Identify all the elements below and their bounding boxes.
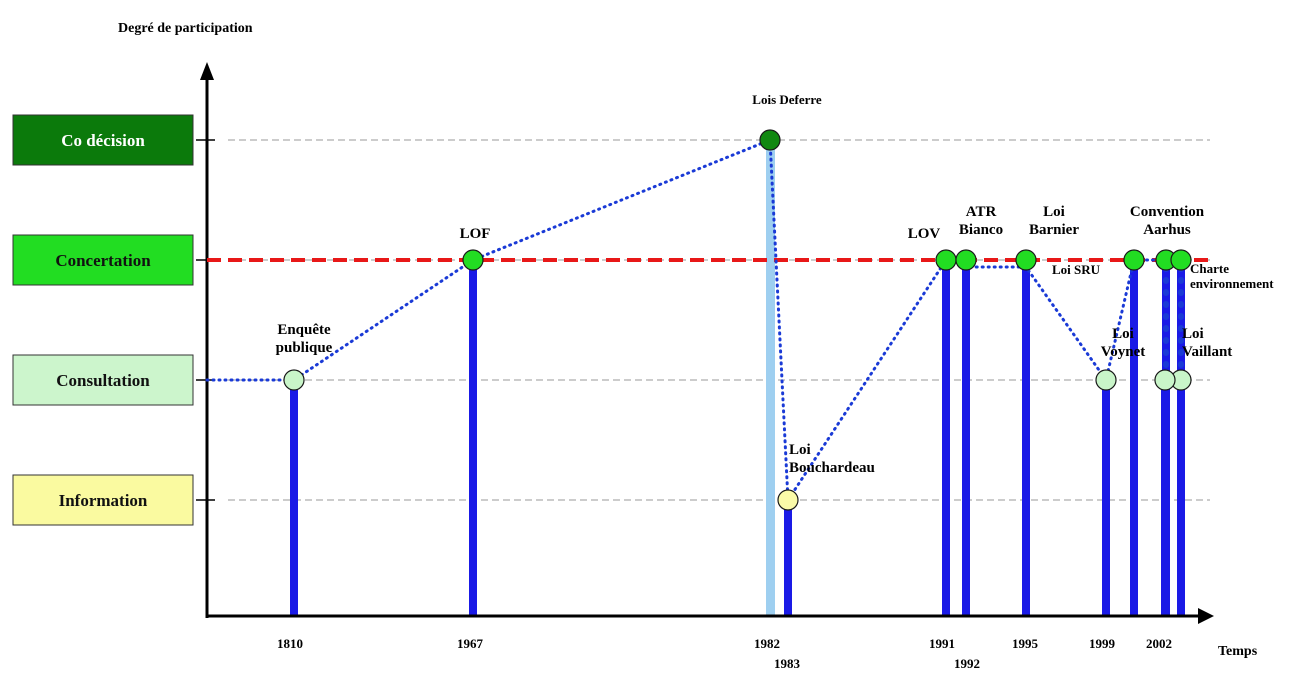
x-tick-1995: 1995 (1012, 636, 1039, 651)
event-label-loi-voynet: Loi Voynet (1101, 326, 1145, 360)
marker-lov (935, 249, 957, 271)
event-label-charte-environnement: Charte environnement (1190, 261, 1274, 291)
event-bars (290, 140, 1185, 618)
marker-charte-environnement (1170, 249, 1192, 271)
level-label-information: Information (59, 491, 148, 510)
marker-loi-bouchardeau (777, 489, 799, 511)
y-axis-title: Degré de participation (118, 21, 253, 36)
level-label-concertation: Concertation (55, 251, 151, 270)
bar-loi-sru (1130, 260, 1138, 616)
marker-loi-voynet (1095, 369, 1117, 391)
bar-lois-deferre (766, 140, 775, 616)
x-axis-arrow (1198, 608, 1214, 624)
marker-lois-deferre (759, 129, 781, 151)
marker-loi-barnier (1015, 249, 1037, 271)
event-markers (283, 129, 1192, 511)
event-label-enquete-publique: Enquête publique (276, 322, 333, 356)
event-label-loi-barnier: Loi Barnier (1029, 204, 1079, 238)
bar-loi-bouchardeau (784, 500, 792, 616)
level-gridlines (196, 139, 1210, 501)
event-label-atr-bianco: ATR Bianco (959, 204, 1003, 238)
axes: Degré de participation Temps (118, 21, 1258, 659)
marker-atr-bianco (955, 249, 977, 271)
event-label-lof: LOF (460, 226, 491, 242)
event-label-convention-aarhus: Convention Aarhus (1130, 204, 1205, 238)
event-label-loi-bouchardeau: Loi Bouchardeau (789, 442, 875, 476)
x-tick-labels: 1810 1967 1982 1983 1991 1992 1995 1999 2002 (277, 636, 1172, 671)
participation-path (205, 137, 1184, 505)
bar-enquete-publique (290, 380, 298, 616)
bar-atr-bianco (962, 260, 970, 616)
event-label-lois-deferre: Lois Deferre (752, 92, 822, 107)
bar-lof (469, 260, 477, 616)
marker-lof (462, 249, 484, 271)
bar-loi-vaillant-twin (1161, 380, 1169, 616)
bar-lov (942, 260, 950, 616)
x-tick-1982: 1982 (754, 636, 780, 651)
bar-loi-voynet (1102, 380, 1110, 616)
x-tick-1991: 1991 (929, 636, 955, 651)
bar-loi-barnier (1022, 260, 1030, 616)
bar-loi-vaillant (1177, 380, 1185, 616)
event-label-lov: LOV (908, 226, 941, 242)
level-boxes: Co décision Concertation Consultation Infor… (12, 114, 194, 526)
marker-loi-sru (1123, 249, 1145, 271)
event-labels: Enquête publique LOF Lois Deferre Loi Bouchar… (276, 92, 1275, 476)
level-box-consultation: Consultation (12, 354, 194, 406)
x-tick-1810: 1810 (277, 636, 303, 651)
x-tick-1992: 1992 (954, 656, 980, 671)
level-label-consultation: Consultation (56, 371, 150, 390)
event-label-loi-sru: Loi SRU (1052, 262, 1101, 277)
y-axis-arrow (200, 62, 214, 80)
level-box-concertation: Concertation (12, 234, 194, 286)
level-box-co-decision: Co décision (12, 114, 194, 166)
level-box-information: Information (12, 474, 194, 526)
x-axis-title: Temps (1218, 644, 1258, 659)
x-tick-1983: 1983 (774, 656, 801, 671)
level-label-co-decision: Co décision (61, 131, 145, 150)
x-tick-1999: 1999 (1089, 636, 1116, 651)
x-tick-2002: 2002 (1146, 636, 1172, 651)
event-label-loi-vaillant: Loi Vaillant (1182, 326, 1232, 360)
x-tick-1967: 1967 (457, 636, 484, 651)
marker-enquete-publique (283, 369, 305, 391)
marker-loi-vaillant-twin (1154, 369, 1176, 391)
